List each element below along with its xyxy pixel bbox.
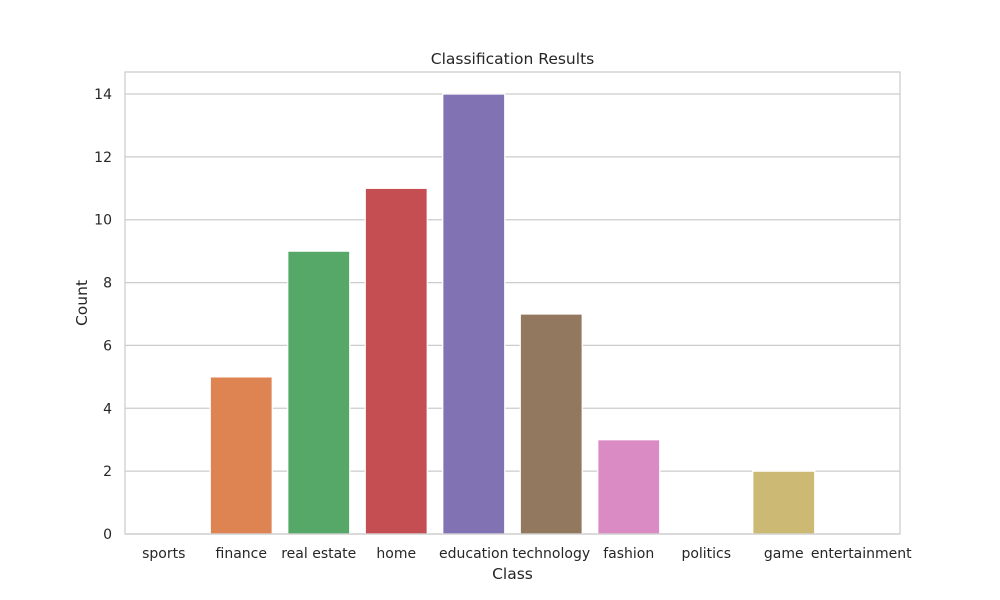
x-tick-label: sports (142, 546, 185, 562)
x-tick-label: game (764, 546, 804, 562)
bar-finance (209, 376, 273, 535)
x-tick-label: entertainment (811, 546, 912, 562)
x-tick-label: real estate (281, 546, 356, 562)
bars (209, 93, 816, 535)
gridlines (125, 93, 900, 535)
bar-game (752, 470, 816, 535)
bar-fashion (597, 439, 661, 535)
plot-frame (124, 71, 901, 535)
y-tick-label: 12 (94, 150, 112, 166)
x-tick-label: home (376, 546, 416, 562)
chart-title: Classification Results (431, 50, 594, 68)
x-tick-label: fashion (603, 546, 654, 562)
x-tick-label: education (439, 546, 508, 562)
y-tick-label: 0 (103, 527, 112, 543)
bar-technology (519, 313, 583, 535)
bar-real-estate (287, 250, 351, 535)
y-tick-label: 10 (94, 213, 112, 229)
x-tick-label: politics (681, 546, 731, 562)
y-axis-title: Count (73, 280, 91, 326)
x-tick-label: technology (512, 546, 590, 562)
y-tick-label: 6 (103, 338, 112, 354)
x-axis-title: Class (492, 565, 533, 583)
x-tick-label: finance (216, 546, 267, 562)
y-tick-label: 4 (103, 401, 112, 417)
y-tick-label: 2 (103, 464, 112, 480)
bar-education (442, 93, 506, 535)
bar-home (364, 187, 428, 535)
y-tick-label: 14 (94, 87, 112, 103)
x-tick-labels: sports finance real estate home education tec… (142, 546, 912, 562)
y-tick-label: 8 (103, 276, 112, 292)
y-tick-labels: 0 2 4 6 8 10 12 14 (94, 87, 112, 543)
